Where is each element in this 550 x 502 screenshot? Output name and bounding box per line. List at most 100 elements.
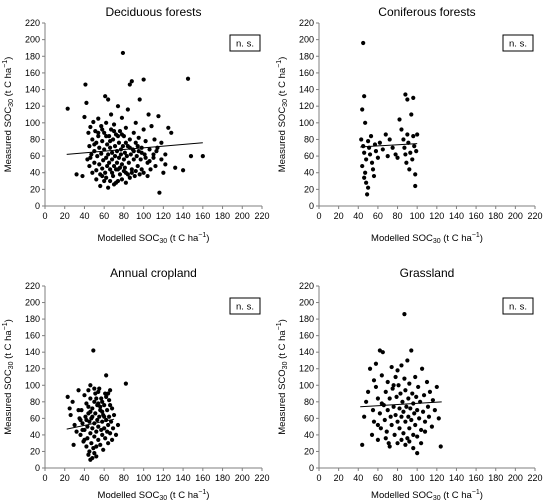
data-point [364, 399, 369, 404]
y-tick-label: 140 [299, 85, 314, 95]
data-point [411, 432, 416, 438]
y-tick-label: 200 [299, 35, 314, 45]
data-point [367, 366, 373, 371]
data-point [108, 431, 113, 436]
data-point [414, 149, 419, 154]
significance-box [502, 297, 534, 315]
data-point [139, 167, 144, 172]
data-point [125, 107, 130, 112]
y-tick-label: 140 [25, 85, 40, 95]
data-point [200, 153, 205, 159]
data-point [188, 153, 194, 159]
chart-title: Coniferous forests [378, 5, 475, 19]
y-tick-label: 160 [299, 331, 314, 341]
data-point [90, 455, 95, 461]
x-tick-label: 20 [334, 211, 344, 221]
data-point [169, 130, 174, 135]
data-point [133, 140, 138, 145]
data-point [123, 125, 128, 130]
data-point [98, 442, 103, 447]
x-axis-label: Modelled SOC30 (t C ha−1) [371, 232, 483, 245]
data-point [97, 162, 102, 167]
data-point [100, 399, 105, 404]
data-point [95, 417, 100, 423]
y-tick-label: 120 [25, 101, 40, 111]
data-point [401, 409, 406, 414]
y-tick-label: 220 [25, 18, 40, 28]
data-point [407, 167, 412, 172]
x-tick-label: 140 [176, 211, 191, 221]
data-point [106, 391, 111, 396]
significance-label: n. s. [236, 302, 254, 313]
x-tick-label: 20 [334, 473, 344, 483]
data-point [405, 436, 410, 441]
data-point [389, 422, 394, 428]
x-tick-label: 0 [42, 211, 47, 221]
data-point [127, 175, 132, 180]
data-point [377, 348, 382, 353]
x-tick-label: 60 [373, 473, 383, 483]
x-tick-label: 100 [136, 211, 151, 221]
data-point [434, 384, 439, 390]
data-point [397, 117, 402, 122]
data-point [133, 120, 138, 125]
x-tick-label: 180 [215, 211, 230, 221]
y-tick-label: 120 [299, 101, 314, 111]
y-axis-label: Measured SCO30 (t C ha−1) [276, 319, 289, 435]
data-point [156, 114, 161, 119]
data-point [94, 429, 99, 434]
data-point [102, 147, 107, 152]
y-tick-label: 140 [25, 347, 40, 357]
data-point [141, 127, 146, 132]
data-point [76, 388, 81, 393]
x-tick-label: 180 [215, 473, 230, 483]
data-point [430, 398, 435, 403]
y-tick-label: 200 [299, 298, 314, 308]
data-point [364, 157, 369, 162]
data-point [109, 170, 115, 175]
y-tick-label: 60 [30, 151, 40, 161]
data-point [371, 419, 377, 424]
data-point [92, 386, 97, 391]
data-point [415, 407, 420, 413]
data-point [119, 177, 125, 182]
data-point [153, 163, 158, 169]
data-point [173, 165, 178, 170]
data-point [362, 94, 367, 99]
data-point [390, 386, 395, 391]
data-point [412, 411, 417, 416]
significance-box [502, 34, 534, 52]
data-point [102, 414, 107, 419]
data-point [90, 406, 95, 411]
data-point [378, 426, 383, 431]
x-tick-label: 40 [79, 211, 89, 221]
data-point [101, 158, 106, 163]
data-point [375, 422, 381, 428]
data-point [422, 419, 428, 424]
x-tick-label: 40 [353, 473, 363, 483]
data-point [413, 172, 418, 177]
data-point [375, 155, 381, 160]
data-point [120, 144, 126, 149]
data-point [394, 394, 399, 399]
data-point [108, 403, 113, 408]
y-tick-label: 200 [25, 35, 40, 45]
x-tick-label: 120 [429, 211, 444, 221]
data-point [106, 185, 111, 190]
data-point [387, 137, 392, 142]
data-point [429, 424, 435, 429]
data-point [116, 140, 122, 145]
significance-label: n. s. [509, 39, 527, 50]
data-point [87, 144, 92, 149]
x-axis-label: Modelled SOC30 (t C ha−1) [371, 489, 483, 502]
data-point [132, 173, 137, 179]
data-point [141, 170, 146, 175]
data-point [89, 441, 94, 446]
data-point [383, 132, 388, 137]
x-tick-label: 120 [156, 473, 171, 483]
data-point [415, 434, 420, 439]
data-point [419, 427, 424, 433]
data-point [96, 424, 101, 429]
data-point [95, 153, 100, 159]
data-point [100, 409, 105, 414]
